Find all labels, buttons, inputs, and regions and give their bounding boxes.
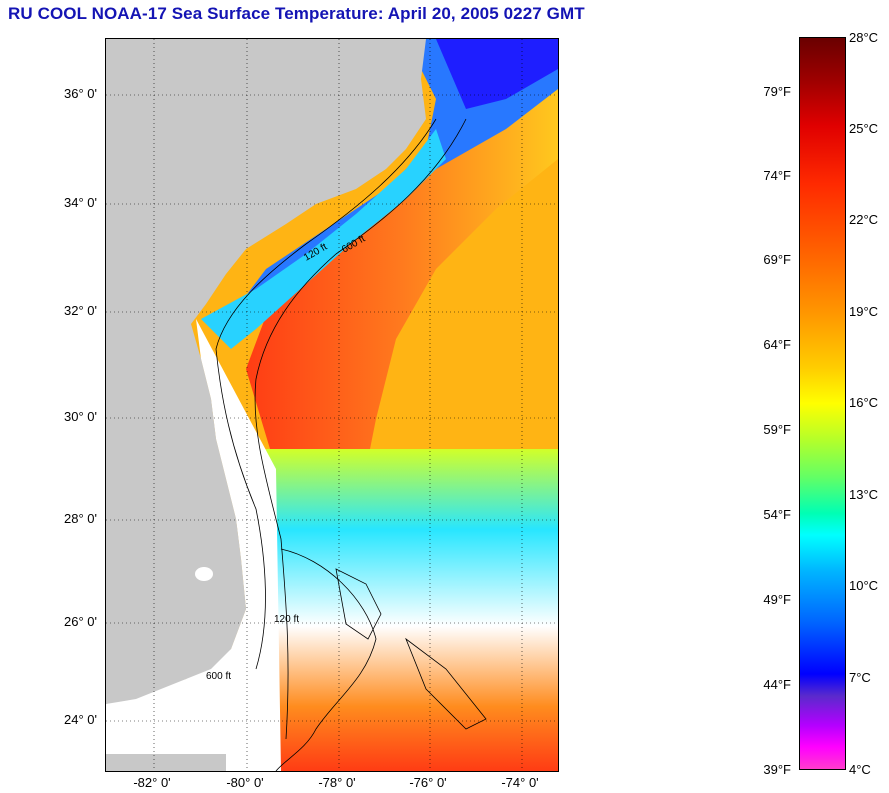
florida-keys xyxy=(106,754,226,771)
colorbar-f-49: 49°F xyxy=(763,592,791,607)
colorbar-f-79: 79°F xyxy=(763,84,791,99)
southern-region xyxy=(256,449,558,771)
colorbar-c-28: 28°C xyxy=(849,30,879,45)
deep-cold-patch xyxy=(436,39,558,109)
land-florida xyxy=(106,289,246,704)
colorbar-c-7: 7°C xyxy=(849,670,871,685)
bahamas-islands xyxy=(335,568,487,730)
page-title: RU COOL NOAA-17 Sea Surface Temperature:… xyxy=(8,4,585,23)
lon-label-82: -82° 0' xyxy=(133,775,171,790)
colorbar-f-54: 54°F xyxy=(763,507,791,522)
colorbar-f-39: 39°F xyxy=(763,762,791,777)
colorbar-f-74: 74°F xyxy=(763,168,791,183)
lat-label-30: 30° 0' xyxy=(64,409,97,424)
bahamas-bank xyxy=(275,548,377,771)
gulf-stream xyxy=(246,89,558,469)
lon-label-76: -76° 0' xyxy=(409,775,447,790)
colorbar-f-59: 59°F xyxy=(763,422,791,437)
contour-label-120ft-south: 120 ft xyxy=(274,614,299,625)
colorbar-c-22: 22°C xyxy=(849,212,879,227)
lat-label-28: 28° 0' xyxy=(64,511,97,526)
temperature-colorbar xyxy=(799,37,846,770)
contour-120ft xyxy=(215,118,437,670)
colorbar-c-16: 16°C xyxy=(849,395,879,410)
colorbar-c-19: 19°C xyxy=(849,304,879,319)
lake-okeechobee xyxy=(195,567,213,581)
lat-label-36: 36° 0' xyxy=(64,86,97,101)
lat-label-34: 34° 0' xyxy=(64,195,97,210)
colorbar-f-69: 69°F xyxy=(763,252,791,267)
contour-600ft xyxy=(254,118,467,740)
colorbar-c-25: 25°C xyxy=(849,121,879,136)
graticule xyxy=(106,39,558,771)
lon-label-80: -80° 0' xyxy=(226,775,264,790)
colorbar-f-64: 64°F xyxy=(763,337,791,352)
sst-map-canvas: 120 ft 600 ft 120 ft 600 ft xyxy=(106,39,558,771)
colorbar-c-13: 13°C xyxy=(849,487,879,502)
colorbar-c-10: 10°C xyxy=(849,578,879,593)
colorbar-c-4: 4°C xyxy=(849,762,871,777)
lat-label-26: 26° 0' xyxy=(64,614,97,629)
lat-label-32: 32° 0' xyxy=(64,303,97,318)
sst-map[interactable]: 120 ft 600 ft 120 ft 600 ft xyxy=(105,38,559,772)
lon-label-74: -74° 0' xyxy=(501,775,539,790)
contour-label-600ft-south: 600 ft xyxy=(206,671,231,682)
lat-label-24: 24° 0' xyxy=(64,712,97,727)
lon-label-78: -78° 0' xyxy=(318,775,356,790)
colorbar-f-44: 44°F xyxy=(763,677,791,692)
no-data-wedge xyxy=(106,319,281,771)
shelf-water xyxy=(201,129,446,349)
